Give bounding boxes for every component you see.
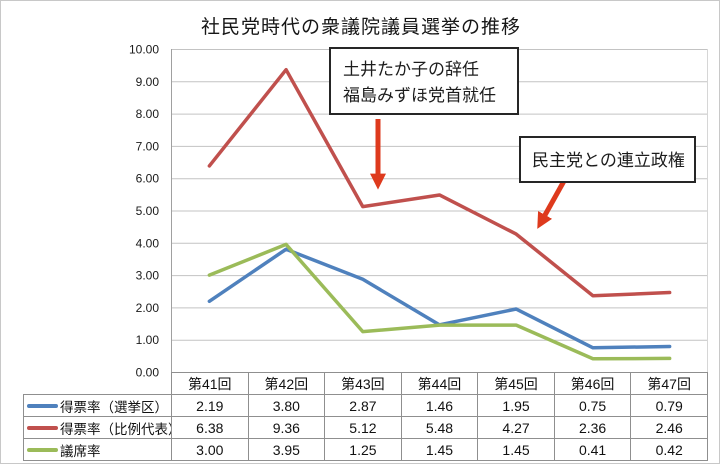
table-cell: 1.25 [324,438,402,461]
series-line-2 [207,242,672,361]
series-line-0 [207,247,672,350]
annotation-line: 土井たか子の辞任 [343,60,479,79]
column-header: 第45回 [477,372,555,395]
y-tick-label: 5.00 [136,204,160,218]
table-cell: 3.80 [247,394,326,417]
table-cell: 5.12 [324,416,402,439]
table-cell: 1.46 [400,394,479,417]
legend-label: 得票率（選挙区） [60,399,168,415]
table-cell: 3.00 [171,438,249,461]
y-tick-label: 1.00 [136,333,160,347]
data-table: 第41回 第42回 第43回 第44回 第45回 第46回 第47回 得票率（選挙区） 2.1… [23,372,708,461]
table-cell: 1.45 [400,438,479,461]
table-row: 得票率（選挙区） 2.19 3.80 2.87 1.46 1.95 0.75 0.79 [23,394,708,417]
annotation-coalition-government: 民主党との連立政権 [519,136,696,183]
annotation-line: 福島みずほ党首就任 [343,86,496,105]
y-tick-label: 2.00 [136,301,160,315]
table-cell: 9.36 [247,416,326,439]
chart-title: 社民党時代の衆議院議員選挙の推移 [200,17,521,38]
column-header: 第47回 [630,372,708,395]
y-axis-tick-labels: 0.00 1.00 2.00 3.00 4.00 5.00 6.00 7.00 8.00 9.00… [129,43,159,380]
table-cell: 0.75 [553,394,632,417]
table-row: 議席率 3.00 3.95 1.25 1.45 1.45 0.41 0.42 [23,438,708,461]
table-cell: 0.41 [553,438,632,461]
table-cell: 4.27 [477,416,555,439]
legend-item-1: 得票率（比例代表） [23,416,172,439]
legend-label: 得票率（比例代表） [60,421,172,437]
table-corner-blank [24,373,172,395]
table-cell: 2.19 [171,394,249,417]
y-tick-label: 8.00 [136,107,160,121]
annotation-doi-resignation: 土井たか子の辞任 福島みずほ党首就任 [329,47,519,115]
table-cell: 1.45 [477,438,555,461]
column-header: 第42回 [247,372,326,395]
table-cell: 0.42 [630,438,708,461]
table-cell: 5.48 [400,416,479,439]
annotation-arrow-coalition [537,179,567,229]
column-header: 第41回 [171,372,249,395]
table-cell: 0.79 [630,394,708,417]
y-tick-label: 3.00 [136,269,160,283]
y-tick-label: 0.00 [136,366,160,380]
table-cell: 1.95 [477,394,555,417]
table-cell: 2.46 [630,416,708,439]
series-line-1 [207,67,672,298]
column-header: 第44回 [400,372,479,395]
column-header: 第43回 [324,372,402,395]
y-tick-label: 4.00 [136,236,160,250]
y-tick-label: 7.00 [136,139,160,153]
legend-swatch [27,425,58,430]
legend-swatch [27,447,58,452]
legend-label: 議席率 [60,443,101,459]
table-cell: 3.95 [247,438,326,461]
y-tick-label: 9.00 [136,75,160,89]
y-tick-label: 6.00 [136,172,160,186]
table-cell: 2.87 [324,394,402,417]
legend-swatch [27,403,58,408]
table-cell: 2.36 [553,416,632,439]
annotation-line: 民主党との連立政権 [532,151,685,170]
table-cell: 6.38 [171,416,249,439]
table-header-row: 第41回 第42回 第43回 第44回 第45回 第46回 第47回 [24,372,708,395]
y-tick-label: 10.00 [129,43,159,57]
series-lines [207,67,672,361]
legend-item-0: 得票率（選挙区） [23,394,172,417]
table-row: 得票率（比例代表） 6.38 9.36 5.12 5.48 4.27 2.36 2.46 [23,416,708,439]
column-header: 第46回 [553,372,632,395]
legend-item-2: 議席率 [23,438,172,461]
